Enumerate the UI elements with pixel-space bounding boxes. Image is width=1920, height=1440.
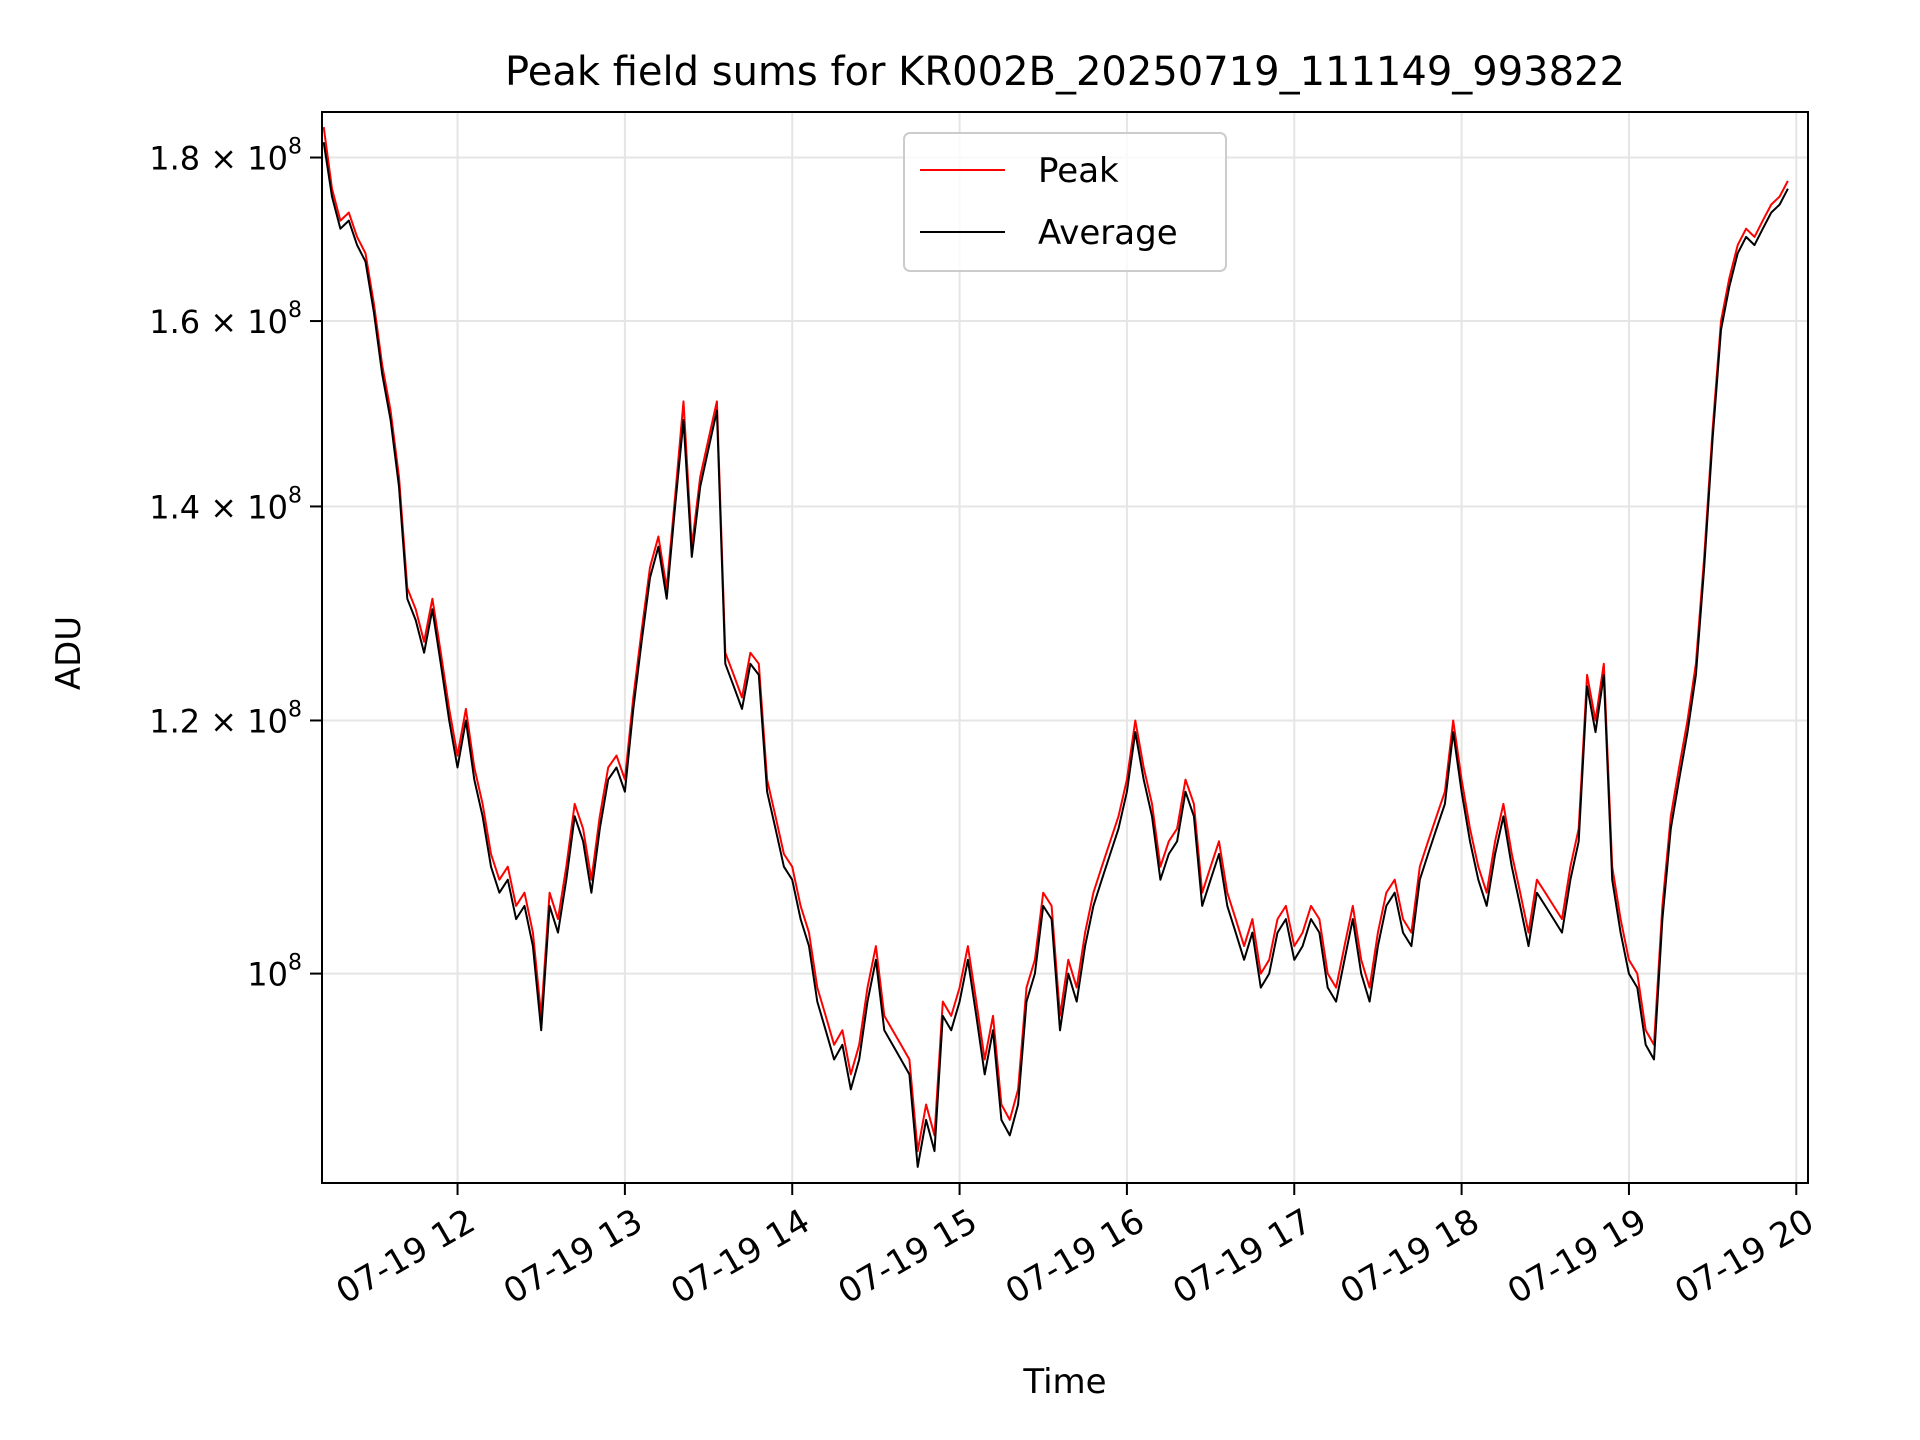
y-axis-label: ADU: [49, 616, 89, 690]
plot-series: [322, 126, 1789, 1168]
y-tick-label: 1.8 × 108: [149, 135, 302, 178]
x-axis-label: Time: [1022, 1362, 1106, 1402]
series-line-average: [322, 142, 1789, 1168]
legend-label-average: Average: [1038, 213, 1178, 253]
y-tick-label: 1.6 × 108: [149, 298, 302, 341]
y-tick-label: 108: [247, 951, 302, 994]
y-tick-label: 1.2 × 108: [149, 697, 302, 740]
y-tick-label: 1.4 × 108: [149, 483, 302, 526]
plot-frame: [321, 111, 1809, 1184]
legend-box: [903, 132, 1227, 272]
series-line-peak: [322, 126, 1789, 1153]
legend: Peak Average: [903, 132, 1227, 272]
y-axis-ticks: 108 1.2 × 108 1.4 × 108 1.6 × 108 1.8 × 108: [149, 135, 322, 994]
legend-label-peak: Peak: [1038, 151, 1119, 191]
chart-title: Peak field sums for KR002B_20250719_1111…: [505, 49, 1625, 95]
